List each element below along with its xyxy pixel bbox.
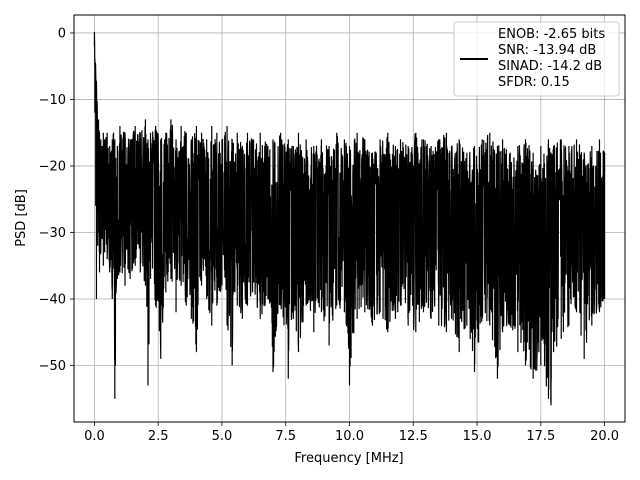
x-tick-label: 0.0 <box>84 429 105 444</box>
legend-line-snr: SNR: -13.94 dB <box>498 43 596 58</box>
y-tick-label: −10 <box>39 93 66 108</box>
x-axis-label: Frequency [MHz] <box>294 451 403 466</box>
x-tick-label: 12.5 <box>399 429 428 444</box>
x-tick-label: 20.0 <box>590 429 619 444</box>
y-tick-label: −30 <box>39 226 66 241</box>
y-tick-label: −40 <box>39 292 66 307</box>
y-axis-label: PSD [dB] <box>14 189 29 247</box>
y-tick-label: 0 <box>58 26 66 41</box>
x-tick-label: 15.0 <box>463 429 492 444</box>
legend: ENOB: -2.65 bits SNR: -13.94 dB SINAD: -… <box>453 21 620 97</box>
x-tick-label: 17.5 <box>526 429 555 444</box>
y-tick-label: −20 <box>39 159 66 174</box>
x-tick-label: 5.0 <box>212 429 233 444</box>
x-tick-label: 10.0 <box>335 429 364 444</box>
x-tick-label: 2.5 <box>148 429 169 444</box>
x-tick-label: 7.5 <box>275 429 296 444</box>
legend-box <box>453 21 620 97</box>
legend-line-sfdr: SFDR: 0.15 <box>498 75 570 90</box>
y-tick-label: −50 <box>39 359 66 374</box>
psd-line <box>93 31 606 406</box>
x-axis-ticks: 0.0 2.5 5.0 7.5 10.0 12.5 15.0 17.5 20.0 <box>84 422 619 444</box>
legend-line-enob: ENOB: -2.65 bits <box>498 27 605 42</box>
y-axis-ticks: 0 −10 −20 −30 −40 −50 <box>39 26 74 374</box>
legend-line-sinad: SINAD: -14.2 dB <box>498 59 602 74</box>
psd-series <box>93 31 606 406</box>
